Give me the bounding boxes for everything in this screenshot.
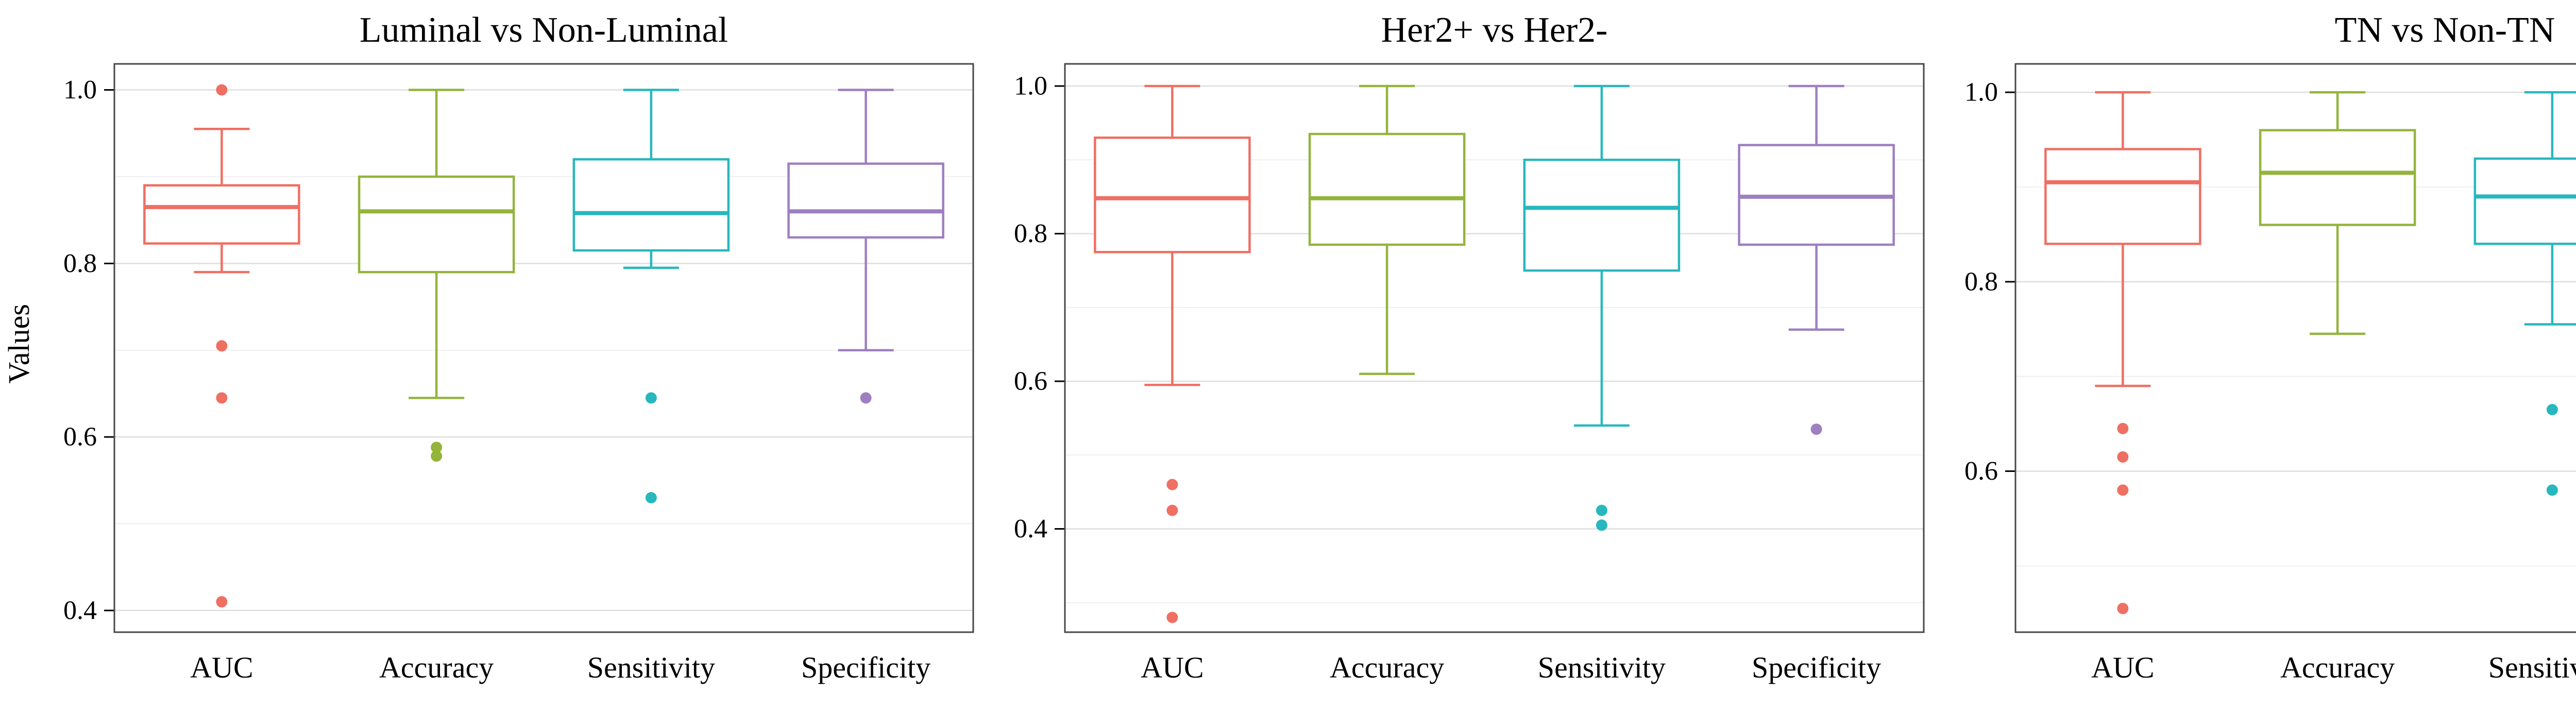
outlier-point [1166, 479, 1178, 490]
x-category-label: Sensitivity [2488, 651, 2576, 684]
y-tick-label: 0.6 [1014, 366, 1047, 396]
boxplot-accuracy [2259, 91, 2416, 335]
panel-border [1064, 63, 1925, 633]
boxplot-accuracy [358, 89, 515, 462]
outlier-point [2117, 484, 2129, 496]
boxplot-canvas-luminal: 0.4 0.6 0.8 1.0 AUC Accuracy Sensitivity Specif… [63, 63, 974, 684]
y-tick-label: 0.4 [1014, 514, 1047, 544]
boxplot-canvas-her2: 0.4 0.6 0.8 1.0 AUC Accuracy Sensitivity Specif… [1014, 63, 1925, 684]
y-axis-title-column: Values [0, 58, 37, 630]
y-tick-label: 0.6 [1964, 456, 1998, 486]
boxplot-auc [1094, 84, 1251, 623]
x-category-label: Accuracy [2280, 651, 2395, 684]
box [143, 184, 300, 245]
plot-background [114, 64, 973, 632]
outlier-point [2117, 422, 2129, 434]
x-category-label: Specificity [1752, 651, 1881, 684]
box [1094, 136, 1251, 253]
boxplot-canvas-tn: 0.60.81.0AUCAccuracySensitivitySpecifici… [1964, 63, 2576, 684]
boxplot-specificity [787, 89, 944, 404]
boxplot-sensitivity [572, 89, 730, 503]
box [2473, 157, 2576, 245]
panel-title: TN vs Non-TN [2334, 10, 2555, 50]
outlier-point [1810, 424, 1822, 435]
outlier-point [645, 492, 657, 503]
y-tick-label: 1.0 [1964, 78, 1998, 107]
x-category-label: Sensitivity [587, 651, 715, 684]
outlier-point [2117, 603, 2129, 615]
outlier-point [1596, 519, 1607, 531]
outlier-point [1166, 504, 1178, 516]
box [1523, 158, 1681, 272]
outlier-point [216, 392, 228, 404]
box [787, 162, 944, 239]
outlier-point [2546, 484, 2558, 496]
boxplot-sensitivity [1523, 84, 1681, 531]
x-category-label: Specificity [801, 651, 930, 684]
panel-border [113, 63, 974, 633]
outlier-point [645, 392, 657, 404]
y-tick-label: 0.8 [1014, 219, 1047, 248]
panel-luminal-vs-non-luminal: Luminal vs Non-Luminal 0.4 0.6 0.8 1.0 AUC Ac… [37, 0, 988, 711]
panel-title: Luminal vs Non-Luminal [359, 10, 728, 50]
boxplot-specificity [1738, 84, 1895, 435]
outlier-point [431, 442, 443, 453]
x-category-label: Sensitivity [1538, 651, 1666, 684]
panel-tn-vs-non-tn: TN vs Non-TN 0.6 0.8 1.0 AUC Accuracy Sensiti… [1938, 0, 2576, 711]
boxplot-auc [2044, 91, 2201, 615]
box [2259, 129, 2416, 226]
y-tick-label: 0.4 [63, 596, 97, 625]
panel-border [2014, 63, 2576, 633]
boxplot-sensitivity [2473, 91, 2576, 496]
y-tick-label: 0.8 [63, 249, 97, 278]
y-tick-label: 0.8 [1964, 267, 1998, 296]
outlier-point [431, 450, 443, 462]
panel-her2-vs-her2neg: Her2+ vs Her2- 0.4 0.6 0.8 1.0 AUC Accuracy Se… [988, 0, 1938, 711]
boxplot-auc [143, 84, 300, 608]
outlier-point [216, 84, 228, 96]
y-tick-label: 1.0 [1014, 71, 1047, 100]
box [358, 175, 515, 274]
box [2044, 148, 2201, 245]
outlier-point [216, 596, 228, 608]
y-tick-label: 1.0 [63, 75, 97, 105]
boxplot-accuracy [1308, 84, 1466, 375]
x-category-label: Accuracy [1330, 651, 1444, 684]
outlier-point [216, 340, 228, 352]
x-category-label: AUC [190, 651, 253, 684]
box [572, 158, 730, 252]
box [1308, 132, 1466, 246]
x-category-label: AUC [2091, 651, 2154, 684]
x-category-label: Accuracy [379, 651, 494, 684]
panel-title: Her2+ vs Her2- [1381, 10, 1608, 50]
outlier-point [2117, 451, 2129, 463]
outlier-point [1166, 612, 1178, 623]
outlier-point [1596, 504, 1607, 516]
x-category-label: AUC [1141, 651, 1204, 684]
outlier-point [2546, 403, 2558, 415]
y-axis-title: Values [2, 303, 36, 384]
outlier-point [860, 392, 872, 404]
y-tick-label: 0.6 [63, 422, 97, 452]
